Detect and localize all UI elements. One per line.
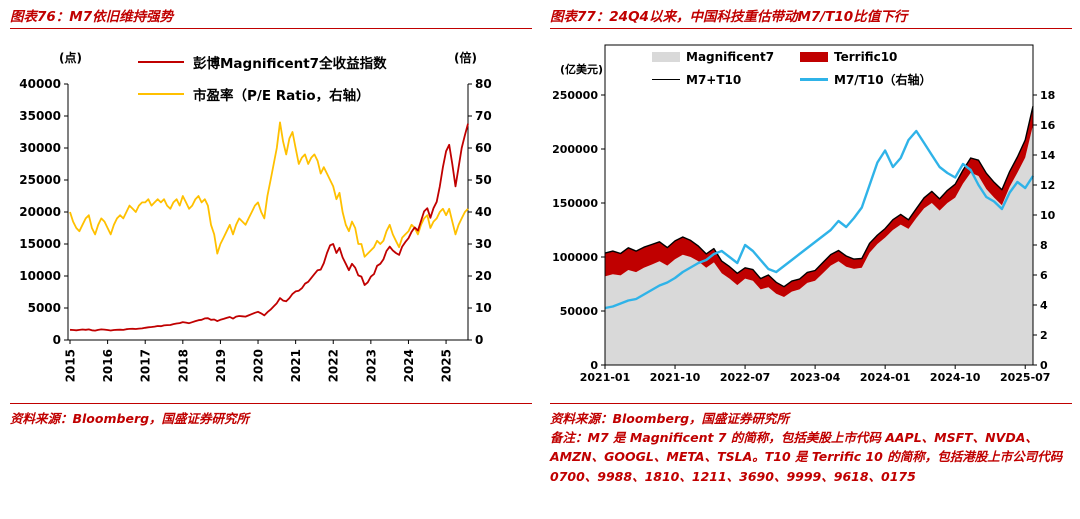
left-tick-label: 100000 xyxy=(552,251,598,264)
left-tick-label: 0 xyxy=(590,359,598,372)
total-line-swatch xyxy=(652,79,680,80)
right-tick-label: 0 xyxy=(1040,359,1048,372)
pe-ratio-line xyxy=(69,121,469,258)
x-tick-label: 2023 xyxy=(364,349,378,382)
right-tick-label: 60 xyxy=(475,141,492,155)
figure-77-source-rule xyxy=(550,403,1072,404)
x-tick-label: 2024-01 xyxy=(860,371,911,384)
left-axis-unit-label: (亿美元) xyxy=(560,62,603,76)
x-tick-label: 2020 xyxy=(252,349,266,382)
right-tick-label: 70 xyxy=(475,109,492,123)
right-tick-label: 16 xyxy=(1040,119,1056,132)
x-tick-label: 2016 xyxy=(101,349,115,382)
chart1-legend: 彭博Magnificent7全收益指数 市盈率（P/E Ratio，右轴） xyxy=(138,52,387,104)
left-tick-label: 35000 xyxy=(19,109,61,123)
legend-item-ratio: M7/T10（右轴） xyxy=(800,71,932,88)
chart2-legend: Magnificent7 Terrific10 M7+T10 M7/T10（右轴… xyxy=(652,50,932,88)
right-tick-label: 10 xyxy=(475,301,492,315)
x-tick-label: 2021-10 xyxy=(650,371,701,384)
plot-border xyxy=(604,44,1034,366)
x-tick-label: 2022-07 xyxy=(720,371,771,384)
x-tick-label: 2022 xyxy=(327,349,341,382)
right-tick-label: 80 xyxy=(475,77,492,91)
left-tick-label: 200000 xyxy=(552,143,598,156)
left-tick-label: 20000 xyxy=(19,205,61,219)
x-tick-label: 2021 xyxy=(289,349,303,382)
right-tick-label: 14 xyxy=(1040,149,1056,162)
left-tick-label: 30000 xyxy=(19,141,61,155)
x-tick-label: 2021-01 xyxy=(580,371,631,384)
legend-label-pe-ratio: 市盈率（P/E Ratio，右轴） xyxy=(193,88,370,104)
m7-index-line-swatch xyxy=(138,61,184,63)
right-tick-label: 0 xyxy=(475,333,483,347)
x-tick-label: 2024 xyxy=(402,349,416,382)
right-tick-label: 12 xyxy=(1040,179,1055,192)
figure-77-note: 备注：M7 是 Magnificent 7 的简称，包括美股上市代码 AAPL、… xyxy=(550,430,1063,484)
right-tick-label: 4 xyxy=(1040,299,1048,312)
x-tick-label: 2018 xyxy=(176,349,190,382)
magnificent7-area xyxy=(605,125,1033,365)
left-tick-label: 5000 xyxy=(28,301,61,315)
right-tick-label: 2 xyxy=(1040,329,1048,342)
figure-76-source-rule xyxy=(10,403,532,404)
right-tick-label: 8 xyxy=(1040,239,1048,252)
right-tick-label: 50 xyxy=(475,173,492,187)
legend-item-terrific10: Terrific10 xyxy=(800,50,932,64)
x-tick-label: 2024-10 xyxy=(930,371,981,384)
m7-plus-t10-line xyxy=(604,106,1034,288)
legend-label-magnificent7: Magnificent7 xyxy=(686,50,775,64)
right-tick-label: 10 xyxy=(1040,209,1056,222)
x-tick-label: 2015 xyxy=(64,349,78,382)
left-tick-label: 10000 xyxy=(19,269,61,283)
x-tick-label: 2023-04 xyxy=(790,371,841,384)
figure-76-source: 资料来源：Bloomberg，国盛证券研究所 xyxy=(10,411,250,426)
x-tick-label: 2025 xyxy=(440,349,454,382)
m7-t10-marketcap-chart: 0 50000 100000 150000 200000 250000 0 2 4 6 8 10 12 1… xyxy=(552,44,1056,384)
left-tick-label: 15000 xyxy=(19,237,61,251)
terrific10-band-swatch xyxy=(800,52,828,62)
figure-76-title-rule xyxy=(10,28,532,29)
right-tick-label: 20 xyxy=(475,269,492,283)
m7-index-pe-chart: (点) (倍) 0 5000 10000 15000 20000 25000 30000 3500… xyxy=(19,50,492,382)
pe-ratio-line-swatch xyxy=(138,93,184,95)
left-tick-label: 250000 xyxy=(552,89,598,102)
figure-77-panel: 图表77：24Q4以来，中国科技重估带动M7/T10比值下行 0 50000 100… xyxy=(540,0,1080,519)
legend-label-m7-index: 彭博Magnificent7全收益指数 xyxy=(193,56,387,72)
x-tick-label: 2017 xyxy=(139,349,153,382)
figure-77-title-rule xyxy=(550,28,1072,29)
figure-77-source: 资料来源：Bloomberg，国盛证券研究所 xyxy=(550,411,790,426)
legend-label-total: M7+T10 xyxy=(686,72,742,87)
left-tick-label: 150000 xyxy=(552,197,598,210)
left-tick-label: 40000 xyxy=(19,77,61,91)
magnificent7-area-swatch xyxy=(652,52,680,62)
x-tick-label: 2019 xyxy=(214,349,228,382)
right-tick-label: 30 xyxy=(475,237,492,251)
right-axis-unit-label: (倍) xyxy=(454,50,477,65)
left-tick-label: 25000 xyxy=(19,173,61,187)
right-tick-label: 40 xyxy=(475,205,492,219)
legend-label-terrific10: Terrific10 xyxy=(834,50,898,64)
legend-item-magnificent7: Magnificent7 xyxy=(652,50,800,64)
ratio-line-swatch xyxy=(800,78,828,81)
terrific10-band xyxy=(605,106,1033,297)
left-tick-label: 50000 xyxy=(560,305,599,318)
right-tick-label: 6 xyxy=(1040,269,1048,282)
legend-item-pe-ratio: 市盈率（P/E Ratio，右轴） xyxy=(138,84,387,104)
m7-t10-ratio-line xyxy=(604,129,1035,310)
legend-item-total: M7+T10 xyxy=(652,71,800,88)
left-axis-unit-label: (点) xyxy=(59,50,82,65)
left-tick-label: 0 xyxy=(53,333,61,347)
figure-77-title: 图表77：24Q4以来，中国科技重估带动M7/T10比值下行 xyxy=(550,9,908,25)
m7-index-line xyxy=(69,123,469,332)
x-tick-label: 2025-07 xyxy=(1000,371,1051,384)
figure-76-title: 图表76：M7依旧维持强势 xyxy=(10,9,174,25)
right-tick-label: 18 xyxy=(1040,89,1055,102)
legend-label-ratio: M7/T10（右轴） xyxy=(834,73,932,87)
legend-item-m7-index: 彭博Magnificent7全收益指数 xyxy=(138,52,387,72)
figure-76-panel: 图表76：M7依旧维持强势 (点) (倍) 0 5000 10000 15000 20000… xyxy=(10,9,532,426)
